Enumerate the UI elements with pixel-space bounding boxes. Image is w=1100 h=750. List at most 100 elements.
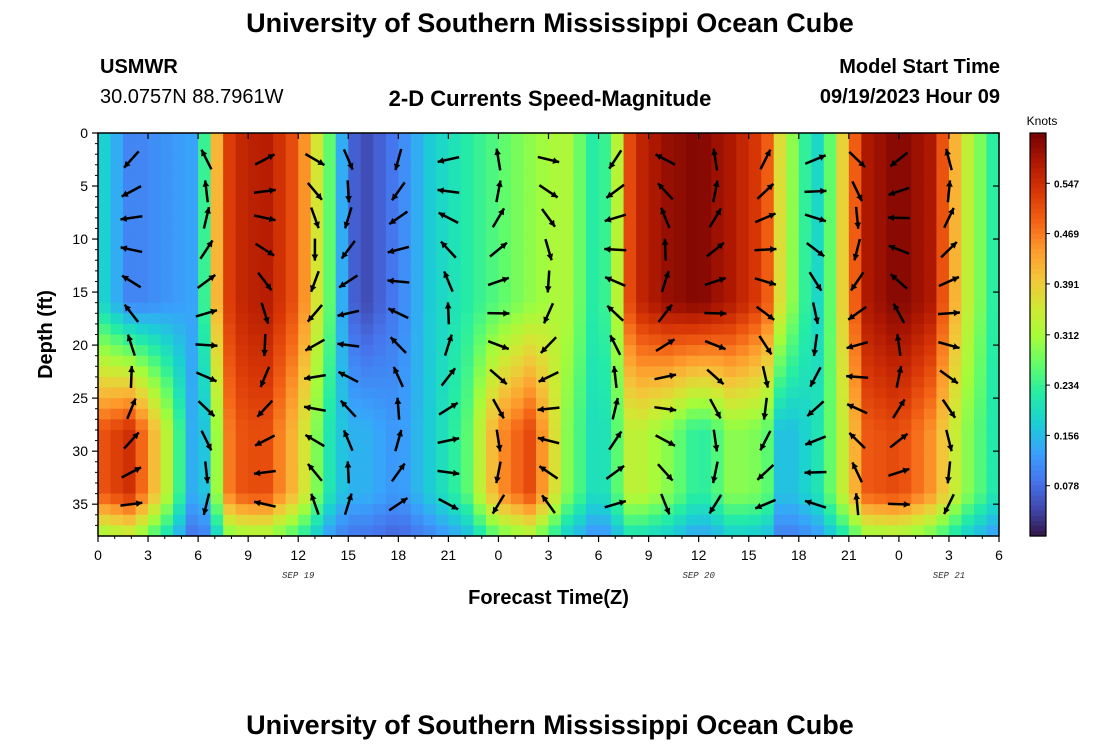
heat-cell bbox=[698, 154, 712, 166]
colorbar-segment bbox=[1030, 349, 1046, 356]
heat-cell bbox=[961, 451, 975, 463]
heat-cell bbox=[861, 143, 875, 155]
heat-cell bbox=[535, 164, 550, 177]
heat-cell bbox=[160, 133, 174, 145]
heat-cell bbox=[836, 398, 850, 410]
heat-cell bbox=[936, 239, 950, 251]
heat-cell bbox=[623, 504, 637, 516]
heat-cell bbox=[711, 334, 725, 346]
heat-cell bbox=[823, 514, 837, 526]
heat-cell bbox=[561, 493, 575, 505]
heat-cell bbox=[836, 260, 850, 272]
current-arrow bbox=[199, 239, 214, 260]
current-arrow bbox=[608, 149, 623, 170]
heat-cell bbox=[636, 186, 650, 198]
heat-cell bbox=[986, 472, 1000, 484]
heat-cell bbox=[823, 260, 837, 272]
colorbar-segment bbox=[1030, 304, 1046, 310]
heat-cell bbox=[611, 387, 625, 399]
heat-cell bbox=[310, 334, 324, 346]
heat-cell bbox=[798, 461, 812, 473]
heat-cell bbox=[235, 154, 249, 166]
heat-cell bbox=[373, 525, 387, 537]
heat-cell bbox=[561, 186, 575, 198]
heat-cell bbox=[573, 196, 587, 208]
heat-cell bbox=[110, 323, 124, 336]
heat-cell bbox=[961, 196, 975, 208]
heat-cell bbox=[98, 313, 112, 325]
heat-cell bbox=[848, 451, 862, 463]
heat-cell bbox=[811, 493, 825, 505]
heat-cell bbox=[510, 482, 525, 495]
x-axis-title: Forecast Time(Z) bbox=[468, 587, 629, 609]
heat-cell bbox=[886, 302, 900, 314]
heat-cell bbox=[573, 313, 587, 325]
heat-cell bbox=[148, 228, 162, 240]
heat-cell bbox=[460, 429, 475, 442]
heat-cell bbox=[335, 154, 349, 166]
heat-cell bbox=[973, 186, 988, 198]
heat-cell bbox=[223, 143, 237, 155]
heat-cell bbox=[498, 472, 512, 484]
heat-cell bbox=[210, 451, 224, 463]
heat-cell bbox=[110, 186, 124, 198]
heat-cell bbox=[711, 472, 725, 484]
heat-cell bbox=[385, 186, 399, 198]
heat-cell bbox=[873, 186, 887, 198]
heat-cell bbox=[273, 461, 287, 473]
heat-cell bbox=[435, 143, 449, 155]
heat-cell bbox=[761, 323, 775, 336]
heat-cell bbox=[310, 239, 324, 251]
heat-cell bbox=[398, 143, 412, 155]
heat-cell bbox=[223, 260, 237, 272]
heat-cell bbox=[473, 133, 487, 145]
colorbar-segment bbox=[1030, 455, 1046, 462]
heat-cell bbox=[485, 387, 500, 399]
heat-cell bbox=[185, 408, 199, 420]
heat-cell bbox=[223, 376, 237, 389]
heat-cell bbox=[235, 440, 249, 452]
heat-cell bbox=[798, 398, 812, 410]
heat-cell bbox=[235, 504, 249, 516]
heat-cell bbox=[348, 461, 362, 473]
heat-cell bbox=[248, 376, 262, 389]
heat-cell bbox=[561, 196, 575, 208]
heat-cell bbox=[498, 398, 512, 410]
heat-cell bbox=[448, 376, 462, 389]
heat-cell bbox=[310, 398, 324, 410]
heat-cell bbox=[973, 302, 988, 314]
heat-cell bbox=[285, 292, 299, 304]
heat-cell bbox=[986, 164, 1000, 177]
current-arrow bbox=[394, 397, 402, 420]
heat-cell bbox=[510, 366, 525, 378]
current-arrow bbox=[123, 431, 140, 450]
heat-cell bbox=[435, 313, 449, 325]
heat-cell bbox=[123, 196, 137, 208]
heat-cell bbox=[298, 408, 312, 420]
heat-cell bbox=[535, 323, 550, 336]
heat-cell bbox=[973, 313, 988, 325]
heat-cell bbox=[335, 217, 349, 230]
heat-cell bbox=[148, 398, 162, 410]
heat-cell bbox=[460, 440, 475, 452]
heat-cell bbox=[923, 175, 938, 187]
heat-cell bbox=[673, 302, 687, 314]
heat-cell bbox=[936, 154, 950, 166]
heat-cell bbox=[723, 493, 737, 505]
heat-cell bbox=[535, 313, 550, 325]
heat-cell bbox=[673, 249, 687, 261]
heat-cell bbox=[811, 175, 825, 187]
heat-cell bbox=[235, 228, 249, 240]
heat-cell bbox=[173, 281, 187, 293]
heat-cell bbox=[886, 525, 900, 537]
x-tick-label: 18 bbox=[391, 547, 407, 563]
current-arrow bbox=[394, 429, 403, 452]
heat-cell bbox=[886, 249, 900, 261]
heat-cell bbox=[548, 239, 562, 251]
heat-cell bbox=[298, 345, 312, 357]
heat-cell bbox=[98, 504, 112, 516]
heat-cell bbox=[198, 154, 212, 166]
heat-cell bbox=[510, 345, 525, 357]
heat-cell bbox=[248, 260, 262, 272]
heat-cell bbox=[548, 387, 562, 399]
